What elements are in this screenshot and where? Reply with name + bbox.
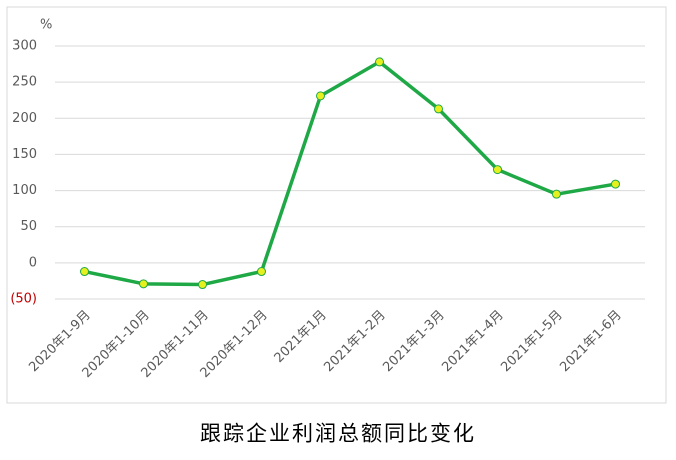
data-point	[80, 267, 89, 277]
y-tick-label: 0	[29, 255, 37, 270]
line-series	[84, 60, 616, 287]
data-point	[434, 104, 443, 114]
data-point	[375, 57, 384, 67]
chart-frame	[6, 6, 667, 404]
data-point	[316, 91, 325, 101]
data-point	[611, 179, 620, 189]
data-point	[139, 279, 148, 289]
data-point	[493, 165, 502, 175]
y-tick-label: 100	[12, 183, 37, 198]
chart-title: 跟踪企业利润总额同比变化	[200, 422, 476, 446]
data-point	[552, 189, 561, 199]
y-tick-label: 50	[20, 219, 37, 234]
y-tick-label: (50)	[10, 292, 37, 307]
y-tick-label: 200	[12, 111, 37, 126]
y-tick-label: 150	[12, 147, 37, 162]
data-point	[198, 280, 207, 290]
y-unit: %	[40, 18, 52, 33]
y-tick-label: 300	[12, 39, 37, 54]
y-tick-label: 250	[12, 75, 37, 90]
data-point	[257, 267, 266, 277]
